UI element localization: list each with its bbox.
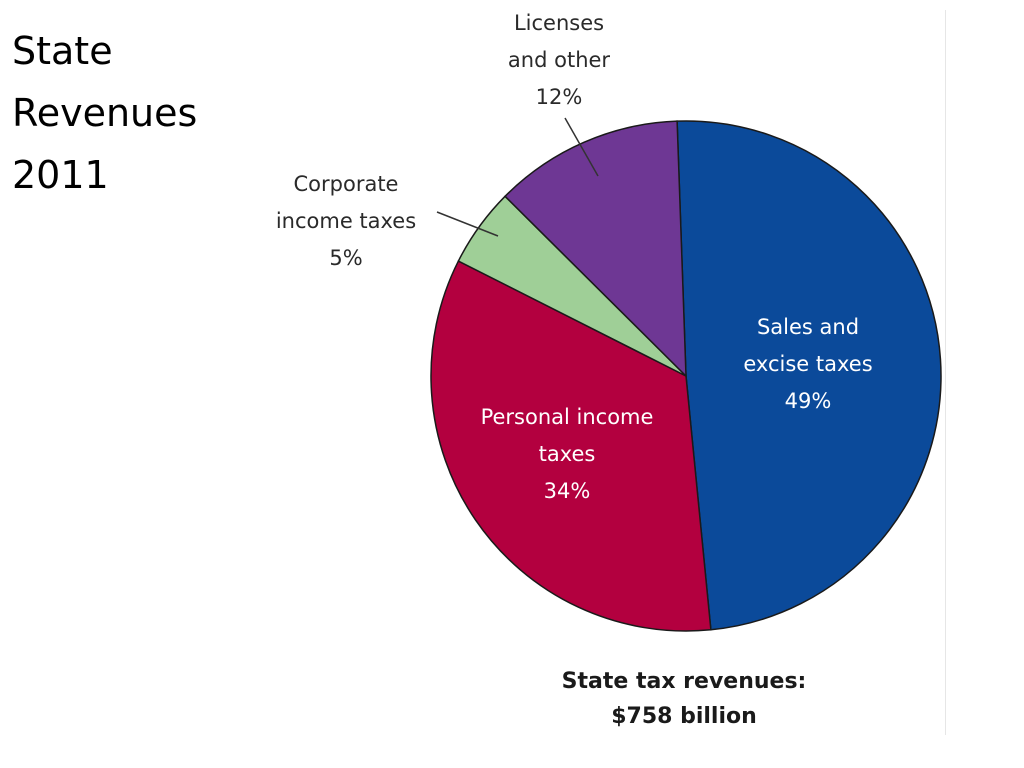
slice-label-personal-income: Personal income taxes 34% bbox=[481, 405, 654, 503]
pie-slice-sales-excise bbox=[676, 120, 942, 631]
slice-label-line: Sales and bbox=[757, 315, 859, 339]
leader-line bbox=[564, 117, 599, 177]
title-line: Revenues bbox=[12, 91, 198, 135]
slice-label-licenses-other: Licenses and other 12% bbox=[508, 11, 610, 109]
slice-label-line: income taxes bbox=[276, 209, 416, 233]
slice-label-line: 34% bbox=[544, 479, 591, 503]
title-line: State bbox=[12, 29, 113, 73]
slice-label-line: Licenses bbox=[514, 11, 604, 35]
pie-slice-licenses-other bbox=[503, 120, 687, 378]
slice-label-line: 12% bbox=[536, 85, 583, 109]
slice-label-line: taxes bbox=[539, 442, 596, 466]
slice-label-line: excise taxes bbox=[743, 352, 872, 376]
slice-label-line: and other bbox=[508, 48, 610, 72]
chart-footer-line: State tax revenues: bbox=[562, 669, 807, 694]
slice-label-sales-excise: Sales and excise taxes 49% bbox=[743, 315, 872, 413]
slice-label-line: 49% bbox=[785, 389, 832, 413]
title-line: 2011 bbox=[12, 153, 109, 197]
divider bbox=[945, 10, 946, 735]
leader-line bbox=[436, 211, 499, 237]
slice-label-corporate-income: Corporate income taxes 5% bbox=[276, 172, 416, 270]
slice-label-line: Corporate bbox=[294, 172, 399, 196]
slice-label-line: 5% bbox=[329, 246, 362, 270]
slice-label-line: Personal income bbox=[481, 405, 654, 429]
chart-footer-line: $758 billion bbox=[611, 704, 757, 729]
slide-title: State Revenues 2011 bbox=[12, 20, 197, 206]
